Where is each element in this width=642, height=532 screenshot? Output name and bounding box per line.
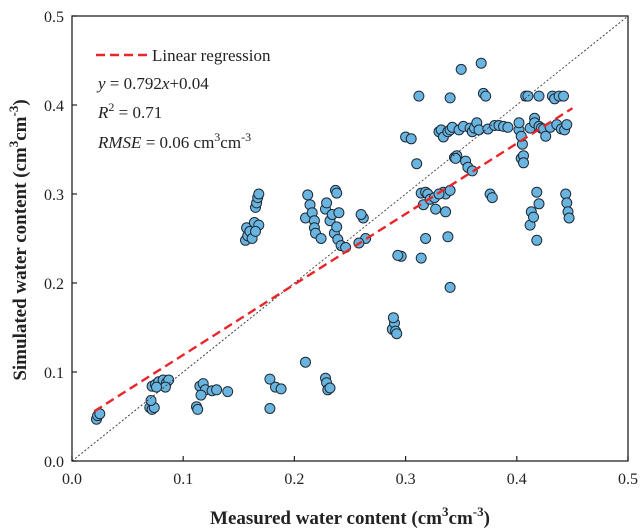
data-point [430, 203, 442, 215]
data-point [253, 188, 265, 200]
data-point [211, 384, 223, 396]
y-tick-label: 0.1 [44, 365, 64, 382]
points-layer [91, 57, 575, 425]
data-point [442, 231, 454, 243]
data-point [331, 187, 343, 199]
data-point [145, 395, 157, 406]
data-point [420, 233, 432, 244]
data-point [561, 119, 573, 131]
y-tick-label: 0.4 [44, 98, 64, 115]
data-point [533, 198, 545, 210]
regression-line [93, 107, 574, 413]
data-point [558, 90, 569, 102]
legend-r2: R2 = 0.71 [97, 100, 162, 122]
x-tick-label: 0.4 [507, 471, 527, 488]
data-point [413, 90, 425, 102]
data-point [522, 90, 534, 102]
data-point [486, 192, 498, 204]
data-point [300, 356, 311, 368]
ticks-layer: 0.0 0.1 0.2 0.3 0.4 0.5 0.0 0.1 0.2 0.3 0.4 0.5 [44, 9, 638, 488]
data-point [502, 121, 514, 133]
y-tick-label: 0.3 [44, 187, 64, 204]
data-point [480, 90, 492, 102]
x-tick-label: 0.1 [173, 471, 193, 488]
data-point [411, 158, 423, 170]
data-point [440, 206, 452, 218]
data-point [444, 92, 456, 104]
data-point [540, 130, 552, 142]
data-point [455, 63, 467, 75]
data-point [355, 209, 367, 220]
data-point [405, 133, 417, 145]
x-tick-label: 0.2 [284, 471, 304, 488]
data-point [192, 403, 204, 415]
data-point [151, 381, 162, 393]
data-point [528, 211, 539, 223]
data-point [331, 221, 343, 233]
data-point [387, 312, 399, 324]
data-point [275, 383, 287, 395]
data-point [533, 90, 545, 102]
x-tick-label: 0.0 [62, 471, 82, 488]
legend-equation: y = 0.792x+0.04 [96, 74, 209, 93]
plot-frame [71, 15, 629, 462]
data-point [302, 189, 314, 201]
y-tick-label: 0.0 [44, 454, 64, 471]
data-point [444, 281, 456, 293]
data-point [324, 382, 336, 394]
data-point [321, 197, 333, 209]
legend: Linear regression y = 0.792x+0.04 R2 = 0… [96, 46, 271, 152]
data-point [222, 386, 234, 398]
data-point [563, 212, 575, 224]
data-point [391, 328, 403, 340]
data-point [250, 225, 261, 237]
data-point [518, 157, 529, 169]
y-tick-label: 0.5 [44, 9, 64, 26]
data-point [264, 403, 276, 414]
y-tick-label: 0.2 [44, 276, 64, 293]
x-tick-label: 0.5 [618, 471, 638, 488]
y-axis-title: Simulated water content (cm3cm-3) [6, 99, 31, 380]
data-point [264, 373, 276, 385]
data-point [333, 207, 345, 219]
legend-regression-label: Linear regression [152, 46, 271, 65]
x-tick-label: 0.3 [396, 471, 416, 488]
data-point [195, 389, 207, 401]
data-point [415, 252, 427, 264]
data-point [531, 186, 543, 198]
lines-layer [71, 15, 629, 462]
data-point [392, 249, 404, 261]
data-point [513, 117, 525, 129]
data-point [561, 197, 573, 209]
x-axis-title: Measured water content (cm3cm-3) [210, 504, 490, 529]
one-to-one-line [71, 15, 629, 462]
data-point [315, 233, 327, 244]
data-point [531, 234, 543, 246]
legend-rmse: RMSE = 0.06 cm3cm-3 [97, 130, 251, 152]
data-point [560, 188, 572, 200]
data-point [450, 152, 462, 164]
data-point [475, 57, 487, 69]
